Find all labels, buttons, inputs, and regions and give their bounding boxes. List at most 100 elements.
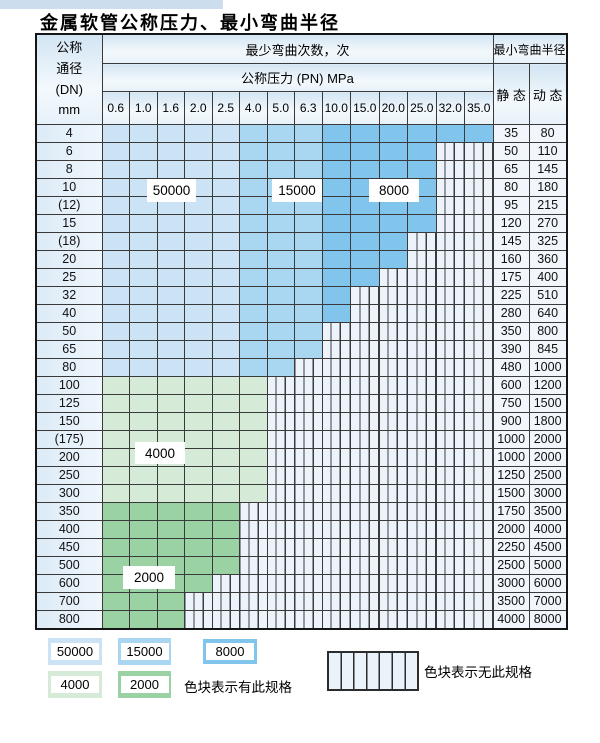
spec-cell bbox=[156, 520, 185, 539]
no-spec-cell bbox=[321, 412, 351, 431]
static-radius-cell: 1500 bbox=[492, 484, 530, 503]
no-spec-cell bbox=[464, 358, 494, 377]
no-spec-cell bbox=[378, 556, 408, 575]
no-spec-cell bbox=[378, 358, 408, 377]
no-spec-cell bbox=[407, 610, 437, 630]
no-spec-cell bbox=[435, 484, 465, 503]
no-spec-cell bbox=[266, 520, 295, 539]
no-spec-cell bbox=[407, 250, 437, 269]
dn-cell: 800 bbox=[35, 610, 103, 630]
spec-cell bbox=[239, 304, 268, 323]
no-spec-cell bbox=[378, 286, 408, 305]
static-column-header: 静 态 bbox=[492, 63, 530, 125]
dn-cell: 500 bbox=[35, 556, 103, 575]
no-spec-cell bbox=[407, 394, 437, 413]
spec-cell bbox=[184, 304, 213, 323]
no-spec-cell bbox=[435, 196, 465, 215]
dn-header-line: 公称 bbox=[56, 39, 83, 55]
spec-cell bbox=[184, 538, 213, 557]
spec-cell bbox=[239, 394, 268, 413]
no-spec-cell bbox=[407, 286, 437, 305]
no-spec-cell bbox=[407, 376, 437, 395]
no-spec-cell bbox=[294, 556, 323, 575]
no-spec-cell bbox=[350, 538, 380, 557]
no-spec-cell bbox=[464, 340, 494, 359]
spec-cell bbox=[294, 286, 323, 305]
static-radius-cell: 750 bbox=[492, 394, 530, 413]
no-spec-cell bbox=[407, 358, 437, 377]
no-spec-cell bbox=[350, 286, 380, 305]
spec-cell bbox=[129, 412, 158, 431]
static-radius-cell: 2500 bbox=[492, 556, 530, 575]
spec-cell bbox=[321, 214, 351, 233]
spec-cell bbox=[184, 160, 213, 179]
dynamic-radius-cell: 110 bbox=[528, 142, 568, 161]
no-spec-cell bbox=[378, 592, 408, 611]
no-spec-cell bbox=[294, 574, 323, 593]
spec-cell bbox=[211, 412, 240, 431]
static-radius-cell: 175 bbox=[492, 268, 530, 287]
no-spec-cell bbox=[294, 358, 323, 377]
legend-swatch-2000: 2000 bbox=[118, 671, 171, 698]
spec-cell bbox=[435, 124, 465, 143]
no-spec-cell bbox=[378, 430, 408, 449]
spec-cell bbox=[129, 502, 158, 521]
dn-header-line: mm bbox=[58, 102, 81, 118]
pressure-header-cell: 2.0 bbox=[184, 91, 213, 125]
table-row: 200 1000 2000 bbox=[35, 448, 568, 467]
spec-cell bbox=[266, 304, 295, 323]
spec-cell bbox=[184, 358, 213, 377]
spec-cell bbox=[184, 286, 213, 305]
dynamic-radius-cell: 6000 bbox=[528, 574, 568, 593]
no-spec-cell bbox=[321, 394, 351, 413]
dn-column-header: 公称 通径 (DN) mm bbox=[35, 33, 103, 125]
legend-swatch-15000: 15000 bbox=[118, 638, 171, 665]
spec-cell bbox=[156, 610, 185, 630]
dynamic-radius-cell: 7000 bbox=[528, 592, 568, 611]
spec-cell bbox=[184, 232, 213, 251]
spec-cell bbox=[184, 556, 213, 575]
spec-cell bbox=[378, 124, 408, 143]
static-radius-cell: 480 bbox=[492, 358, 530, 377]
table-row: 6 50 110 bbox=[35, 142, 568, 161]
dn-cell: 100 bbox=[35, 376, 103, 395]
spec-cell bbox=[407, 160, 437, 179]
no-spec-cell bbox=[464, 286, 494, 305]
pressure-header-cell: 35.0 bbox=[464, 91, 494, 125]
spec-cell bbox=[101, 196, 130, 215]
spec-cell bbox=[156, 466, 185, 485]
dn-cell: 350 bbox=[35, 502, 103, 521]
spec-cell bbox=[101, 286, 130, 305]
no-spec-cell bbox=[407, 502, 437, 521]
pressure-header-cell: 15.0 bbox=[350, 91, 380, 125]
spec-cell bbox=[184, 268, 213, 287]
spec-cell bbox=[321, 232, 351, 251]
spec-cell bbox=[378, 142, 408, 161]
dn-cell: 25 bbox=[35, 268, 103, 287]
static-radius-cell: 225 bbox=[492, 286, 530, 305]
spec-cell bbox=[239, 430, 268, 449]
spec-cell bbox=[129, 124, 158, 143]
table-row: 8 65 145 bbox=[35, 160, 568, 179]
spec-cell bbox=[211, 520, 240, 539]
spec-cell bbox=[211, 268, 240, 287]
spec-cell bbox=[239, 358, 268, 377]
dynamic-radius-cell: 2000 bbox=[528, 448, 568, 467]
spec-cell bbox=[101, 304, 130, 323]
spec-cell bbox=[184, 448, 213, 467]
no-spec-cell bbox=[321, 574, 351, 593]
dynamic-radius-cell: 360 bbox=[528, 250, 568, 269]
no-spec-cell bbox=[321, 502, 351, 521]
dynamic-radius-cell: 270 bbox=[528, 214, 568, 233]
legend-no-spec-text: 色块表示无此规格 bbox=[424, 665, 532, 680]
pressure-header-cell: 5.0 bbox=[266, 91, 295, 125]
no-spec-cell bbox=[266, 484, 295, 503]
spec-cell bbox=[156, 592, 185, 611]
dn-cell: 15 bbox=[35, 214, 103, 233]
table-row: 4 35 80 bbox=[35, 124, 568, 143]
table-row: 300 1500 3000 bbox=[35, 484, 568, 503]
dynamic-radius-cell: 145 bbox=[528, 160, 568, 179]
static-radius-cell: 3000 bbox=[492, 574, 530, 593]
spec-cell bbox=[101, 268, 130, 287]
no-spec-cell bbox=[435, 412, 465, 431]
